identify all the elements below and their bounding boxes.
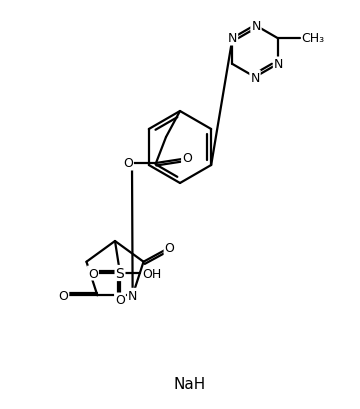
Text: N: N (128, 289, 137, 302)
Text: N: N (250, 71, 260, 84)
Text: O: O (123, 157, 133, 170)
Text: O: O (58, 289, 68, 302)
Text: O: O (88, 267, 98, 280)
Text: N: N (251, 20, 261, 32)
Text: NaH: NaH (174, 377, 206, 391)
Text: CH₃: CH₃ (302, 32, 325, 45)
Text: O: O (115, 294, 125, 307)
Text: O: O (165, 242, 175, 255)
Text: OH: OH (142, 267, 161, 280)
Text: O: O (182, 152, 192, 165)
Text: N: N (274, 58, 283, 71)
Text: N: N (228, 32, 237, 45)
Text: S: S (116, 266, 124, 280)
